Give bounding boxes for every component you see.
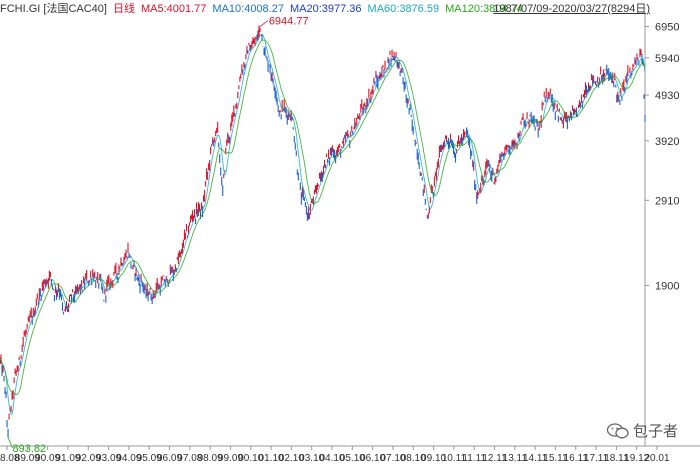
x-tick-label: 00.10 <box>238 453 263 464</box>
series-label-2: MA10:4008.27 <box>212 3 284 15</box>
x-tick-label: 95.09 <box>137 453 162 464</box>
y-tick-label: 2910 <box>655 195 679 207</box>
series-label-0: 日线 <box>112 3 135 15</box>
x-tick-label: 20.01 <box>644 453 669 464</box>
price-bars <box>0 25 646 438</box>
series-label-5: MA120:3804.74 <box>445 3 523 15</box>
x-tick-label: 08.10 <box>401 453 426 464</box>
y-tick-label: 3920 <box>655 136 679 148</box>
ma-line-long <box>0 39 646 395</box>
ma-line-short <box>0 33 646 416</box>
x-tick-label: 07.10 <box>380 453 405 464</box>
x-tick-label: 03.10 <box>299 453 324 464</box>
x-tick-label: 14.11 <box>523 453 548 464</box>
y-tick-label: 4930 <box>655 90 679 102</box>
watermark: 包子者 <box>606 420 678 441</box>
series-label-4: MA60:3876.59 <box>367 3 440 15</box>
x-tick-label: 97.08 <box>177 453 202 464</box>
x-tick-label: 17.11 <box>584 453 609 464</box>
annotation-leader <box>259 20 269 27</box>
symbol-label: FCHI.GI [法国CAC40] <box>0 3 107 15</box>
x-tick-label: 90.09 <box>35 453 60 464</box>
x-tick-label: 98.09 <box>198 453 223 464</box>
x-tick-label: 93.09 <box>96 453 121 464</box>
x-tick-label: 15.11 <box>543 453 568 464</box>
x-tick-label: 10.11 <box>442 453 467 464</box>
y-tick-label: 6950 <box>655 22 679 34</box>
series-label-3: MA20:3977.36 <box>289 3 362 15</box>
x-tick-label: 04.10 <box>319 453 344 464</box>
x-tick-label: 18.11 <box>604 453 629 464</box>
x-tick-label: 91.09 <box>55 453 80 464</box>
x-tick-label: 94.09 <box>116 453 141 464</box>
x-tick-label: 96.09 <box>157 453 182 464</box>
wechat-icon <box>606 422 629 439</box>
y-tick-label: 1900 <box>655 280 679 292</box>
x-tick-label: 19.12 <box>624 453 649 464</box>
x-tick-label: 92.09 <box>76 453 101 464</box>
series-label-1: MA5:4001.77 <box>140 3 207 15</box>
y-tick-label: 5940 <box>655 53 679 65</box>
x-tick-label: 13.11 <box>503 453 528 464</box>
chart-header: FCHI.GI [法国CAC40] 日线 MA5:4001.77 MA10:4008.… <box>0 0 535 16</box>
annotation-high: 6944.77 <box>269 16 309 28</box>
x-tick-label: 12.11 <box>482 453 507 464</box>
x-tick-label: 06.10 <box>360 453 385 464</box>
watermark-text: 包子者 <box>632 422 678 440</box>
x-tick-label: 89.09 <box>15 453 40 464</box>
x-tick-label: 88.08 <box>0 453 20 464</box>
annotation-low: 893.82 <box>12 443 46 455</box>
x-tick-label: 11.11 <box>462 453 486 464</box>
x-tick-label: 99.09 <box>218 453 243 464</box>
date-range-label[interactable]: 1987/07/09-2020/03/27(8294日) <box>493 3 650 15</box>
x-tick-label: 16.11 <box>564 453 589 464</box>
x-tick-label: 09.10 <box>421 453 446 464</box>
x-tick-label: 05.10 <box>340 453 365 464</box>
x-tick-label: 01.10 <box>259 453 284 464</box>
annotation-leader <box>7 435 13 449</box>
x-tick-label: 02.10 <box>279 453 304 464</box>
